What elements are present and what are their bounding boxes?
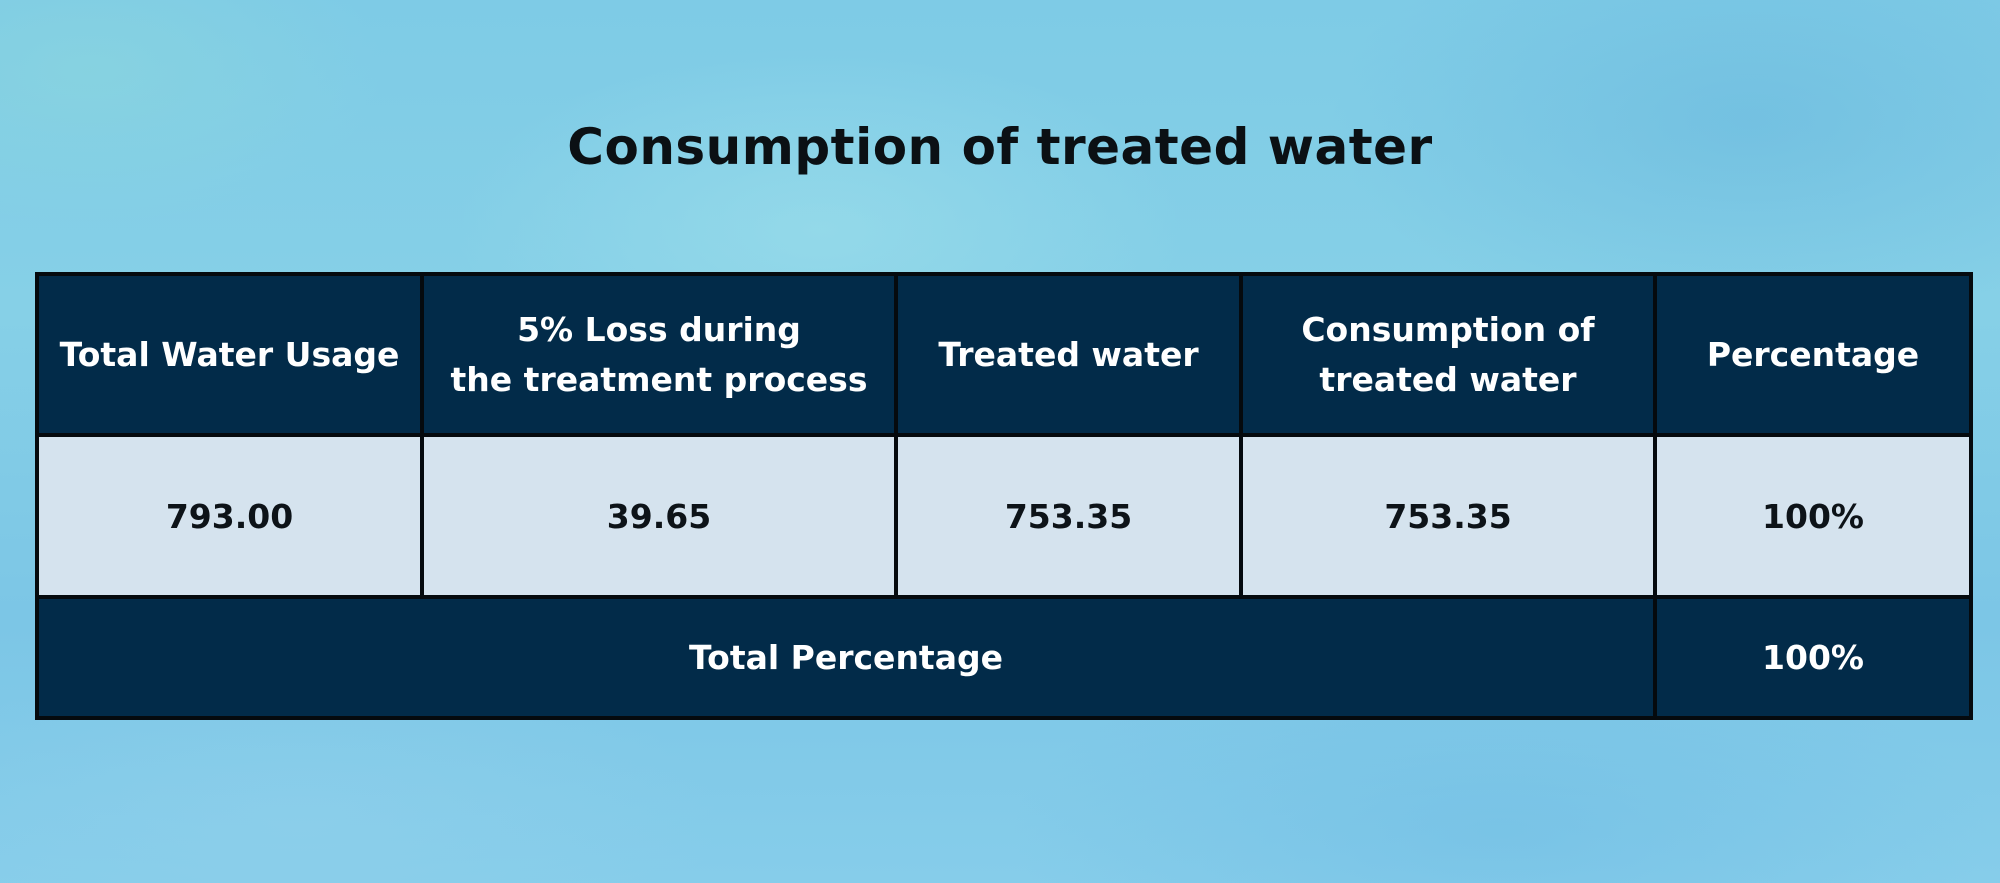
cell-treated-water: 753.35 — [894, 433, 1243, 599]
total-percentage-label: Total Percentage — [35, 594, 1657, 721]
header-percentage: Percentage — [1653, 271, 1973, 438]
header-consumption-line-2: treated water — [1319, 359, 1577, 399]
cell-consumption-treated-water: 753.35 — [1239, 433, 1657, 599]
header-consumption-treated-water: Consumption of treated water — [1239, 271, 1657, 438]
cell-loss-during-treatment: 39.65 — [420, 433, 898, 599]
page-title: Consumption of treated water — [567, 118, 1433, 176]
header-loss-line-2: the treatment process — [450, 359, 868, 399]
header-row: Total Water Usage 5% Loss during the tre… — [35, 271, 1973, 438]
total-row: Total Percentage 100% — [35, 594, 1973, 721]
cell-percentage: 100% — [1653, 433, 1973, 599]
header-percentage-label: Percentage — [1706, 334, 1920, 374]
header-loss-line-1: 5% Loss during — [517, 309, 801, 349]
header-loss-during-treatment: 5% Loss during the treatment process — [420, 271, 898, 438]
total-percentage-value: 100% — [1653, 594, 1973, 721]
cell-total-water-usage: 793.00 — [35, 433, 424, 599]
header-treated-water: Treated water — [894, 271, 1243, 438]
header-treated-water-label: Treated water — [938, 334, 1199, 374]
water-consumption-table: Total Water Usage 5% Loss during the tre… — [35, 271, 1973, 721]
header-total-water-usage: Total Water Usage — [35, 271, 424, 438]
header-consumption-line-1: Consumption of — [1301, 309, 1595, 349]
header-total-water-usage-label: Total Water Usage — [59, 334, 400, 374]
table-row: 793.00 39.65 753.35 753.35 100% — [35, 433, 1973, 599]
